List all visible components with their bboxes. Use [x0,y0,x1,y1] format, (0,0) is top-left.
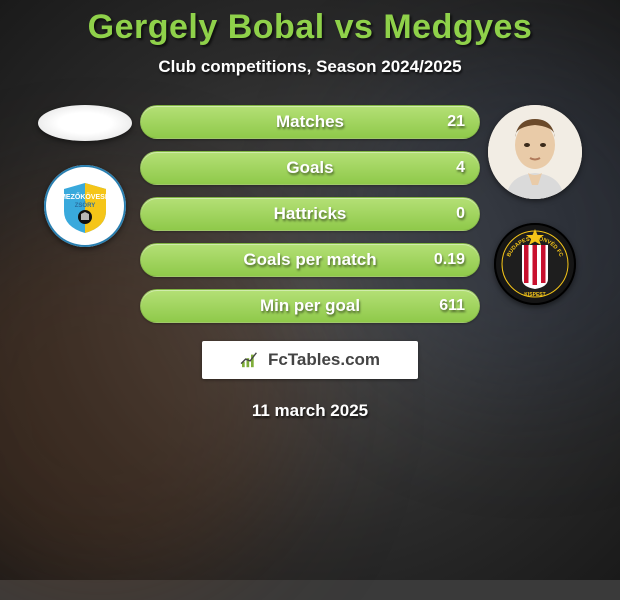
stat-right-value: 611 [439,297,465,315]
stat-row-gpm: Goals per match 0.19 [140,243,480,277]
stats-table: Matches 21 Goals 4 Hattricks 0 Goals per… [140,105,480,323]
player-left-club-badge: MEZŐKÖVESD ZSÓRY [44,165,126,247]
stat-right-value: 0 [456,205,465,223]
bar-chart-icon [240,351,262,369]
player-right-avatar [488,105,582,199]
date-label: 11 march 2025 [252,401,368,421]
subtitle: Club competitions, Season 2024/2025 [158,57,461,77]
page-title: Gergely Bobal vs Medgyes [88,8,533,47]
stat-row-goals: Goals 4 [140,151,480,185]
stat-label: Matches [276,112,344,132]
stat-label: Goals [286,158,333,178]
stat-label: Goals per match [243,250,376,270]
stat-row-mpg: Min per goal 611 [140,289,480,323]
svg-text:ZSÓRY: ZSÓRY [75,201,95,209]
player-left-avatar [38,105,132,141]
stat-right-value: 21 [447,113,465,131]
stat-right-value: 4 [456,159,465,177]
svg-text:MEZŐKÖVESD: MEZŐKÖVESD [60,192,110,201]
stat-label: Min per goal [260,296,360,316]
watermark-text: FcTables.com [268,350,380,370]
stat-row-hattricks: Hattricks 0 [140,197,480,231]
player-right-club-badge: BUDAPEST HONVÉD FC KISPEST [494,223,576,305]
stat-row-matches: Matches 21 [140,105,480,139]
stat-right-value: 0.19 [434,251,465,269]
watermark: FcTables.com [202,341,418,379]
svg-text:KISPEST: KISPEST [524,292,545,298]
stat-label: Hattricks [274,204,347,224]
